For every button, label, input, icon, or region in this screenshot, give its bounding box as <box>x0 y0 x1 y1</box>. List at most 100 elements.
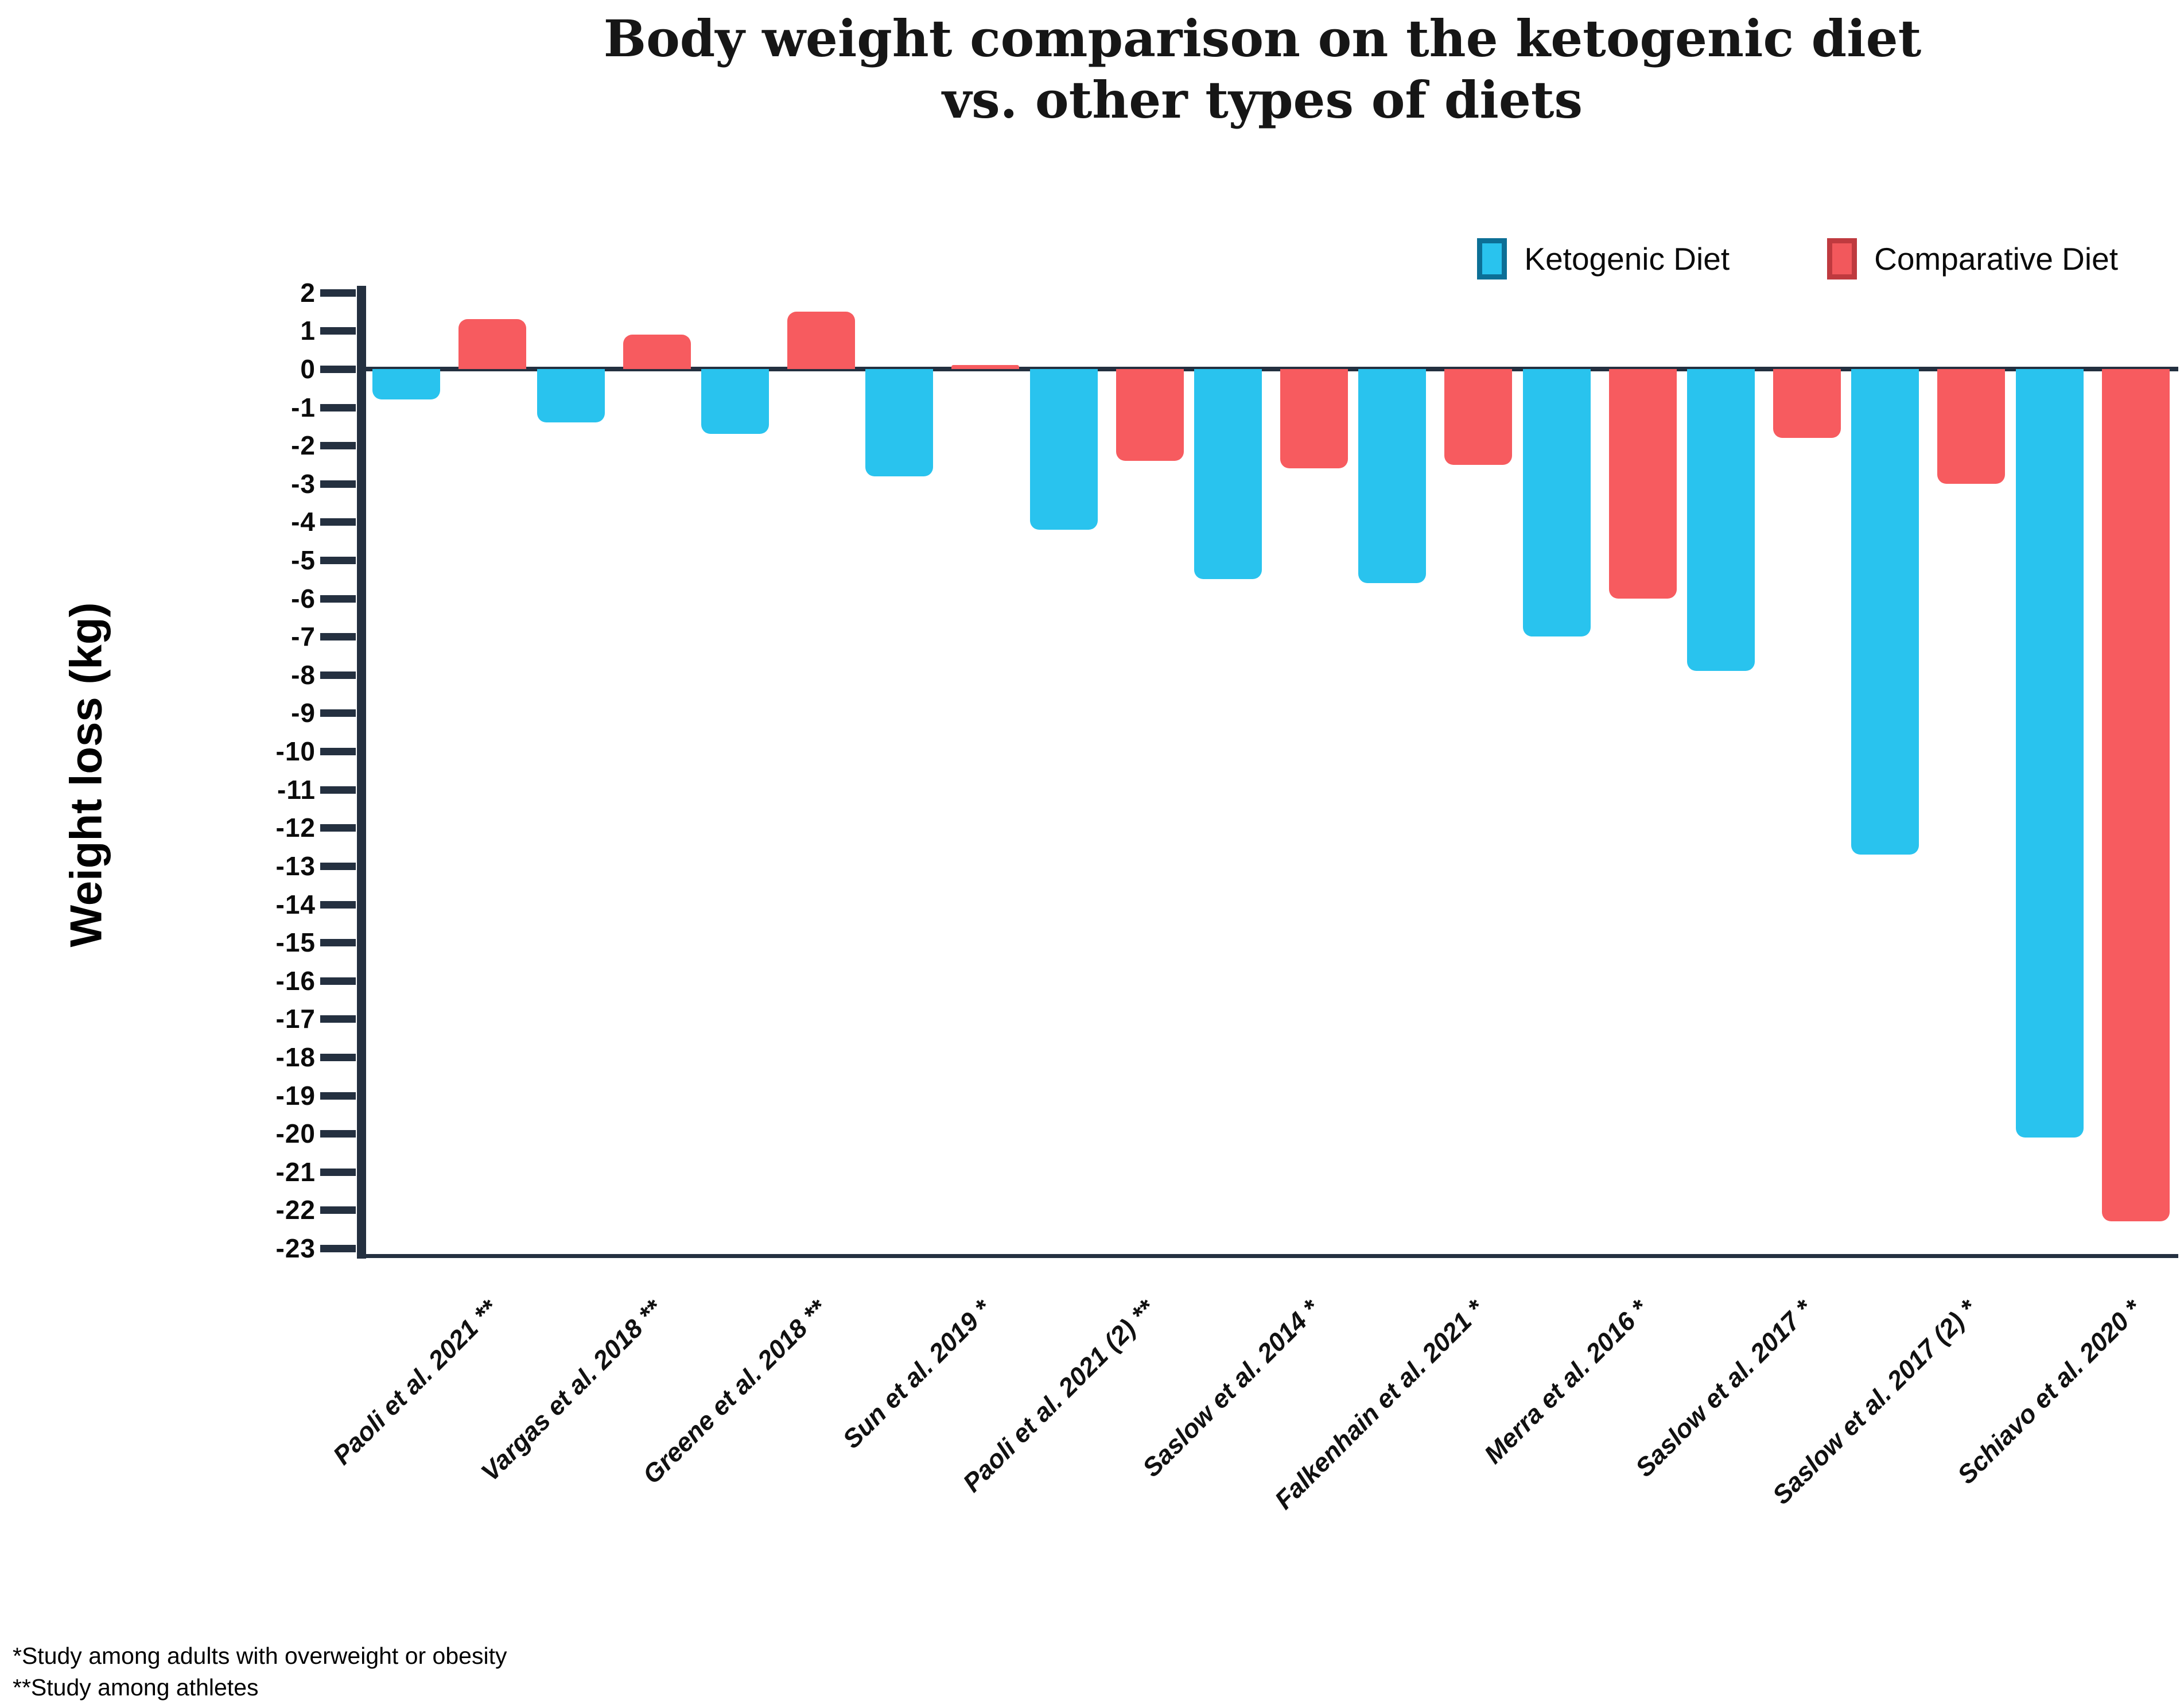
y-tick-label: -22 <box>275 1195 316 1225</box>
bar-ketogenic-1 <box>537 369 605 423</box>
legend-label-ketogenic: Ketogenic Diet <box>1524 241 1730 277</box>
y-tick-label: -19 <box>275 1080 316 1111</box>
x-category-label: Saslow et al. 2014 * <box>1137 1294 1326 1482</box>
y-axis-tick <box>320 518 356 526</box>
x-category-label: Merra et al. 2016 * <box>1478 1294 1654 1469</box>
y-tick-label: -11 <box>277 774 316 805</box>
y-axis-line <box>357 286 366 1259</box>
y-axis-tick <box>320 671 356 679</box>
y-tick-label: -17 <box>275 1004 316 1034</box>
bar-comparative-5 <box>1280 369 1348 469</box>
y-tick-label: -5 <box>291 545 316 576</box>
bar-ketogenic-2 <box>701 369 769 434</box>
y-axis-tick <box>320 595 356 603</box>
y-axis-tick <box>320 977 356 985</box>
footnote-athletes: **Study among athletes <box>13 1674 259 1701</box>
bar-ketogenic-10 <box>2015 369 2084 1138</box>
bar-comparative-0 <box>458 319 527 369</box>
y-tick-label: -15 <box>275 927 316 958</box>
y-tick-label: -9 <box>291 698 316 728</box>
y-axis-tick <box>320 900 356 909</box>
y-tick-label: -10 <box>275 736 316 767</box>
x-category-label: Schiavo et al. 2020 * <box>1951 1294 2147 1490</box>
y-tick-label: -23 <box>275 1233 316 1264</box>
bar-ketogenic-3 <box>865 369 934 476</box>
y-axis-tick <box>320 1245 356 1253</box>
y-tick-label: -7 <box>291 622 316 652</box>
y-tick-label: 1 <box>300 316 316 346</box>
x-category-label: Paoli et al. 2021 ** <box>327 1294 504 1470</box>
x-category-label: Vargas et al. 2018 ** <box>475 1294 668 1487</box>
y-tick-label: -18 <box>275 1042 316 1072</box>
y-tick-label: -16 <box>275 965 316 996</box>
y-tick-label: -4 <box>291 507 316 537</box>
y-axis-tick <box>320 442 356 450</box>
bar-ketogenic-9 <box>1851 369 1919 855</box>
y-axis-tick <box>320 480 356 488</box>
chart-title-line1: Body weight comparison on the ketogenic … <box>603 9 1922 68</box>
y-tick-label: -12 <box>275 813 316 843</box>
footnotes: *Study among adults with overweight or o… <box>13 1640 507 1703</box>
y-axis-tick <box>320 327 356 335</box>
bar-comparative-7 <box>1608 369 1677 599</box>
zero-baseline <box>365 367 2178 371</box>
y-tick-label: -13 <box>275 851 316 881</box>
y-axis-title: Weight loss (kg) <box>60 602 111 948</box>
y-axis-tick <box>320 709 356 717</box>
legend-item-ketogenic: Ketogenic Diet <box>1477 238 1730 280</box>
chart-title-line2: vs. other types of diets <box>942 70 1583 130</box>
y-axis-tick <box>320 289 356 297</box>
bar-comparative-3 <box>951 365 1020 369</box>
footnote-overweight: *Study among adults with overweight or o… <box>13 1643 507 1669</box>
y-tick-label: -3 <box>291 468 316 499</box>
x-category-label: Paoli et al. 2021 (2) ** <box>957 1294 1161 1498</box>
y-tick-label: -1 <box>291 392 316 422</box>
y-axis-tick <box>320 786 356 794</box>
ketogenic-diet-swatch-icon <box>1477 238 1507 280</box>
y-axis-tick <box>320 1206 356 1214</box>
bar-comparative-8 <box>1773 369 1841 438</box>
y-axis-tick <box>320 403 356 412</box>
bar-comparative-2 <box>787 312 855 369</box>
bar-ketogenic-4 <box>1029 369 1098 530</box>
y-tick-label: -2 <box>291 430 316 461</box>
y-tick-label: -21 <box>275 1156 316 1187</box>
y-tick-label: -20 <box>275 1119 316 1149</box>
y-axis-tick <box>320 366 356 373</box>
y-tick-label: -6 <box>291 583 316 614</box>
y-axis-tick <box>320 1053 356 1061</box>
bar-ketogenic-0 <box>372 369 441 400</box>
y-axis-tick <box>320 1015 356 1023</box>
bar-ketogenic-6 <box>1358 369 1427 584</box>
bar-comparative-10 <box>2101 369 2170 1222</box>
y-axis-tick <box>320 748 356 756</box>
y-tick-label: 0 <box>300 354 316 384</box>
x-category-label: Saslow et al. 2017 * <box>1630 1294 1818 1482</box>
chart-title: Body weight comparison on the ketogenic … <box>344 8 2181 131</box>
x-category-label: Sun et al. 2019 * <box>836 1294 997 1454</box>
y-axis-tick <box>320 633 356 641</box>
x-category-label: Greene et al. 2018 ** <box>636 1294 832 1490</box>
legend-label-comparative: Comparative Diet <box>1874 241 2118 277</box>
bar-comparative-1 <box>623 335 691 369</box>
bar-ketogenic-8 <box>1687 369 1755 671</box>
legend-item-comparative: Comparative Diet <box>1827 238 2118 280</box>
bar-ketogenic-5 <box>1194 369 1262 580</box>
y-axis-tick <box>320 1130 356 1138</box>
x-axis-line <box>357 1254 2178 1258</box>
bar-comparative-6 <box>1444 369 1513 465</box>
comparative-diet-swatch-icon <box>1827 238 1857 280</box>
y-tick-label: -14 <box>275 889 316 919</box>
bar-comparative-4 <box>1116 369 1184 461</box>
bar-comparative-9 <box>1937 369 2006 484</box>
y-axis-tick <box>320 939 356 947</box>
y-axis-tick <box>320 1168 356 1176</box>
y-axis-tick <box>320 824 356 832</box>
y-axis-tick <box>320 557 356 565</box>
y-tick-label: -8 <box>291 659 316 690</box>
bar-ketogenic-7 <box>1522 369 1591 637</box>
y-tick-label: 2 <box>300 277 316 308</box>
y-axis-tick <box>320 1092 356 1100</box>
legend: Ketogenic Diet Comparative Diet <box>1477 238 2118 280</box>
y-axis-tick <box>320 862 356 870</box>
